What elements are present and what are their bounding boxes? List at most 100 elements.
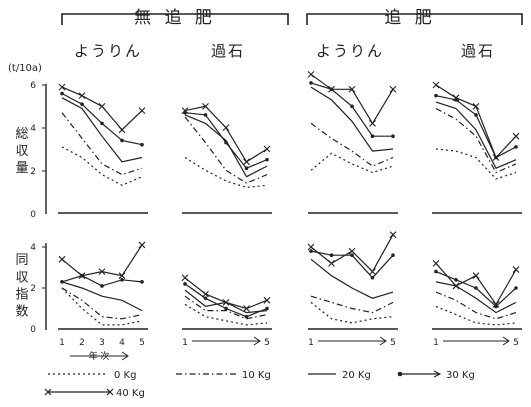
- legend-item-10kg: 10 Kg: [176, 370, 271, 381]
- x-axis-arrow-2: [192, 336, 261, 346]
- legend-item-20kg: 20 Kg: [308, 370, 371, 381]
- legend: 0 Kg 10 Kg 20 Kg 30 Kg 40 Kg: [44, 370, 475, 399]
- series-line-panel4-20kg: [435, 101, 517, 169]
- point-panel6-30kg-3: [224, 306, 228, 311]
- point-panel3-40kg-2: [328, 85, 335, 93]
- point-panel7-30kg-5: [391, 253, 395, 257]
- point-panel5-30kg-4: [120, 278, 124, 282]
- point-panel7-30kg-4: [370, 275, 375, 280]
- point-panel6-40kg-1: [181, 274, 189, 282]
- point-panel3-30kg-5: [391, 134, 395, 138]
- legend-label-20kg: 20 Kg: [342, 370, 371, 381]
- legend-item-0kg: 0 Kg: [48, 370, 136, 381]
- series-line-panel6-0kg: [184, 303, 268, 326]
- point-panel6-30kg-2: [203, 296, 208, 301]
- point-panel6-40kg-3: [222, 298, 230, 306]
- point-panel5-30kg-1: [60, 280, 64, 284]
- top-y-ticks: 0 2 4 6: [30, 81, 46, 220]
- point-panel7-40kg-4: [369, 268, 376, 275]
- point-panel4-30kg-3: [474, 113, 478, 117]
- point-panel2-30kg-5: [265, 157, 269, 162]
- series-line-panel8-20kg: [435, 281, 517, 314]
- point-panel7-40kg-1: [307, 243, 315, 251]
- point-panel4-40kg-4: [492, 154, 500, 161]
- point-panel2-40kg-1: [181, 107, 189, 114]
- legend-marker-40kg-b: [106, 388, 114, 396]
- point-panel6-40kg-2: [202, 290, 209, 298]
- point-panel2-40kg-3: [222, 124, 230, 132]
- point-panel8-40kg-4: [492, 301, 500, 308]
- legend-label-10kg: 10 Kg: [242, 370, 271, 381]
- series-line-panel1-20kg: [61, 97, 143, 163]
- bottom-y-ticks: 0 2 4: [30, 243, 46, 335]
- point-panel4-40kg-3: [472, 102, 480, 110]
- legend-item-40kg: 40 Kg: [44, 388, 145, 399]
- series-line-panel1-10kg: [61, 112, 143, 176]
- x-tick-1: 1: [59, 338, 65, 348]
- point-panel2-40kg-5: [263, 145, 271, 153]
- series-line-panel7-20kg: [310, 258, 394, 299]
- point-panel5-40kg-4: [118, 272, 126, 280]
- x-tick-start-3: 1: [308, 338, 314, 348]
- top-y-axis-label: 総 収 量: [13, 126, 29, 174]
- legend-label-40kg: 40 Kg: [116, 388, 145, 399]
- legend-marker-40kg-a: [44, 388, 52, 396]
- point-panel1-40kg-3: [98, 102, 106, 110]
- series-line-panel8-10kg: [435, 291, 517, 320]
- series-line-panel5-10kg: [61, 287, 143, 320]
- point-panel1-40kg-2: [78, 92, 86, 100]
- subheader-yourin-2: ようりん: [316, 42, 384, 60]
- point-panel8-40kg-5: [512, 266, 520, 273]
- x-tick-end-3: 5: [390, 338, 396, 348]
- point-panel1-30kg-4: [120, 138, 124, 143]
- legend-arrow-30kg: [433, 370, 442, 378]
- point-panel7-40kg-3: [348, 247, 356, 255]
- point-panel2-40kg-2: [202, 102, 209, 110]
- point-panel5-40kg-2: [78, 272, 86, 280]
- point-panel6-40kg-5: [263, 296, 271, 304]
- x-axis-label: 年 次: [89, 350, 110, 362]
- topdress-bracket: [306, 13, 523, 25]
- series-line-panel7-0kg: [310, 301, 394, 324]
- point-panel8-40kg-2: [452, 282, 460, 290]
- point-panel4-40kg-1: [432, 81, 440, 89]
- x-tick-end-2: 5: [264, 338, 270, 348]
- point-panel6-30kg-4: [244, 314, 249, 319]
- point-panel3-40kg-1: [307, 70, 315, 78]
- subheader-kaseki-1: 過石: [211, 42, 245, 60]
- header-no-topdress: 無 追 肥: [134, 8, 216, 28]
- x-ticks-panel-3: 1 5: [308, 336, 396, 348]
- point-panel5-30kg-3: [100, 284, 104, 288]
- point-panel5-30kg-5: [140, 280, 144, 284]
- point-panel4-30kg-5: [514, 145, 518, 149]
- point-panel3-40kg-3: [348, 85, 356, 93]
- series-line-panel2-20kg: [184, 114, 268, 178]
- series-line-panel2-10kg: [184, 116, 268, 184]
- point-panel8-30kg-2: [454, 278, 458, 282]
- point-panel3-40kg-5: [389, 85, 397, 93]
- x-tick-end-4: 5: [513, 338, 519, 348]
- x-tick-5: 5: [139, 338, 145, 348]
- x-ticks-panel-4: 1 5: [433, 336, 519, 348]
- x-ticks-panel-1: 1 2 3 4 5 年 次: [59, 338, 145, 362]
- series-line-panel3-40kg: [310, 73, 394, 125]
- series-line-panel4-10kg: [435, 107, 517, 174]
- point-panel5-40kg-5: [138, 241, 146, 249]
- point-panel6-40kg-4: [243, 305, 250, 312]
- point-panel8-30kg-3: [474, 286, 478, 290]
- point-panel3-30kg-1: [309, 81, 313, 85]
- point-panel2-30kg-4: [244, 166, 249, 170]
- point-panel1-30kg-1: [60, 91, 64, 96]
- point-panel7-30kg-1: [309, 249, 313, 253]
- point-panel8-40kg-1: [432, 260, 440, 267]
- legend-label-30kg: 30 Kg: [446, 370, 475, 381]
- x-axis-arrow-3: [318, 336, 387, 346]
- point-panel7-30kg-2: [329, 253, 334, 257]
- x-tick-4: 4: [119, 338, 125, 348]
- bottom-tick-0: 0: [30, 325, 36, 335]
- series-line-panel8-0kg: [435, 305, 517, 326]
- point-panel1-30kg-3: [100, 121, 104, 126]
- point-panel4-40kg-2: [452, 94, 460, 102]
- point-panel3-30kg-4: [370, 134, 375, 138]
- point-panel4-40kg-5: [512, 132, 520, 140]
